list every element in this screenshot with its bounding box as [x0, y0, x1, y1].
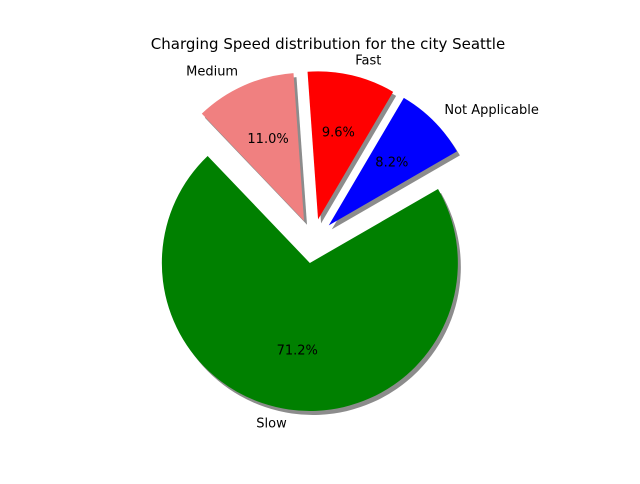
pie-percent-medium: 11.0%	[247, 132, 288, 147]
pie-slice-fast	[307, 71, 394, 220]
pie-slice-layer	[161, 71, 458, 411]
pie-label-slow: Slow	[256, 417, 287, 432]
pie-percent-slow: 71.2%	[277, 343, 318, 358]
pie-label-fast: Fast	[355, 53, 381, 68]
pie-percent-fast: 9.6%	[322, 125, 355, 140]
pie-slice-slow	[161, 155, 458, 411]
pie-label-not-applicable: Not Applicable	[444, 103, 539, 118]
pie-slice-not-applicable	[328, 97, 457, 226]
pie-label-medium: Medium	[186, 64, 238, 79]
pie-percent-not-applicable: 8.2%	[375, 155, 408, 170]
pie-label-layer: Not Applicable 8.2% Fast 9.6% Medium 11.0% Slo…	[186, 53, 539, 431]
chart-title: Charging Speed distribution for the city…	[151, 35, 505, 53]
pie-slice-medium	[201, 73, 305, 221]
